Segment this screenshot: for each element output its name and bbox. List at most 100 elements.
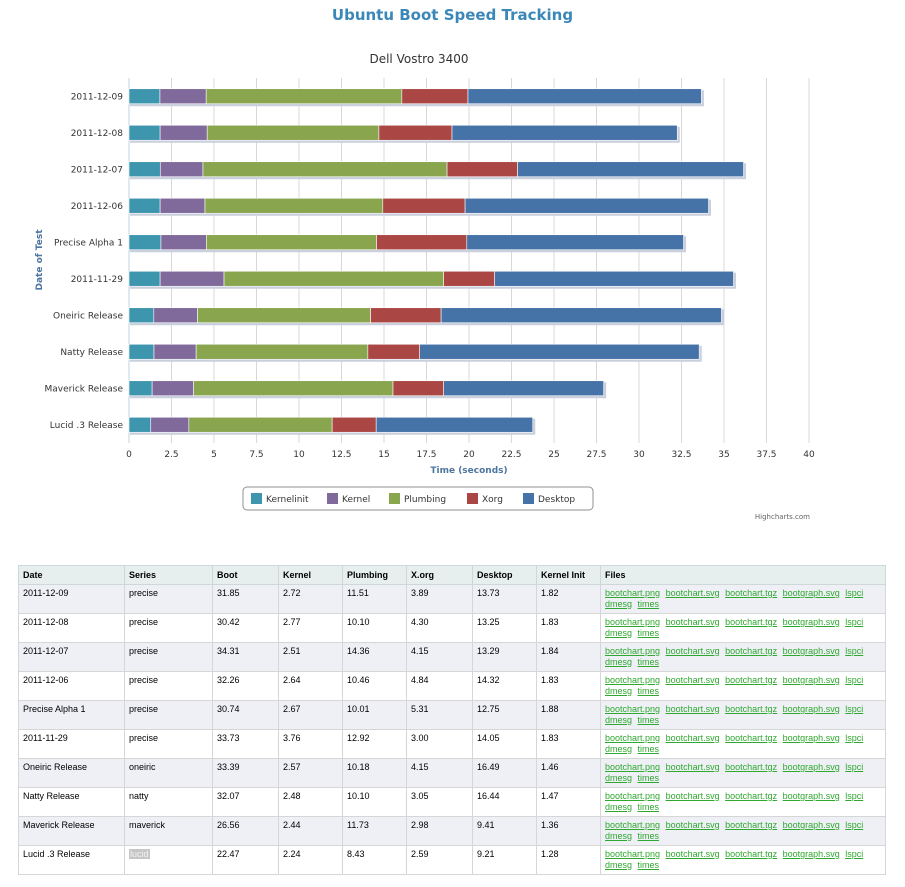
file-link-times[interactable]: times: [637, 831, 660, 841]
legend-item-plumbing[interactable]: Plumbing: [389, 493, 446, 505]
bar-desktop-3[interactable]: [464, 197, 709, 214]
legend-item-desktop[interactable]: Desktop: [523, 493, 575, 505]
bar-desktop-6[interactable]: [440, 307, 722, 324]
file-link-bootgraph-svg[interactable]: bootgraph.svg: [782, 704, 840, 714]
bar-plumbing-9[interactable]: [188, 416, 333, 433]
file-link-bootchart-svg[interactable]: bootchart.svg: [665, 849, 720, 859]
bar-xorg-0[interactable]: [401, 88, 469, 105]
file-link-times[interactable]: times: [637, 860, 660, 870]
file-link-bootchart-png[interactable]: bootchart.png: [605, 791, 661, 801]
bar-kernelinit-7[interactable]: [128, 343, 155, 360]
bar-xorg-7[interactable]: [367, 343, 421, 360]
bar-plumbing-2[interactable]: [202, 161, 448, 178]
bar-plumbing-1[interactable]: [206, 124, 380, 141]
file-link-bootchart-tgz[interactable]: bootchart.tgz: [725, 617, 778, 627]
bar-plumbing-5[interactable]: [223, 270, 444, 287]
file-link-bootgraph-svg[interactable]: bootgraph.svg: [782, 733, 840, 743]
file-link-bootgraph-svg[interactable]: bootgraph.svg: [782, 791, 840, 801]
file-link-dmesg[interactable]: dmesg: [605, 773, 633, 783]
file-link-bootchart-png[interactable]: bootchart.png: [605, 646, 661, 656]
file-link-bootchart-tgz[interactable]: bootchart.tgz: [725, 762, 778, 772]
bar-xorg-8[interactable]: [392, 380, 444, 397]
file-link-bootchart-svg[interactable]: bootchart.svg: [665, 617, 720, 627]
file-link-dmesg[interactable]: dmesg: [605, 744, 633, 754]
file-link-bootchart-png[interactable]: bootchart.png: [605, 820, 661, 830]
bar-kernelinit-9[interactable]: [128, 416, 152, 433]
bar-kernel-0[interactable]: [159, 88, 207, 105]
bar-kernel-6[interactable]: [153, 307, 198, 324]
file-link-bootgraph-svg[interactable]: bootgraph.svg: [782, 588, 840, 598]
bar-xorg-3[interactable]: [382, 197, 466, 214]
file-link-dmesg[interactable]: dmesg: [605, 599, 633, 609]
file-link-lspci[interactable]: lspci: [845, 617, 864, 627]
file-link-bootchart-tgz[interactable]: bootchart.tgz: [725, 849, 778, 859]
highcharts-credits[interactable]: Highcharts.com: [755, 513, 810, 521]
bar-desktop-8[interactable]: [443, 380, 604, 397]
file-link-bootchart-png[interactable]: bootchart.png: [605, 675, 661, 685]
file-link-dmesg[interactable]: dmesg: [605, 802, 633, 812]
file-link-bootchart-tgz[interactable]: bootchart.tgz: [725, 588, 778, 598]
bar-kernel-3[interactable]: [159, 197, 206, 214]
file-link-lspci[interactable]: lspci: [845, 849, 864, 859]
bar-kernel-8[interactable]: [151, 380, 194, 397]
file-link-dmesg[interactable]: dmesg: [605, 686, 633, 696]
file-link-bootchart-svg[interactable]: bootchart.svg: [665, 733, 720, 743]
bar-kernel-7[interactable]: [153, 343, 197, 360]
file-link-lspci[interactable]: lspci: [845, 588, 864, 598]
file-link-lspci[interactable]: lspci: [845, 820, 864, 830]
bar-kernel-2[interactable]: [159, 161, 204, 178]
bar-desktop-7[interactable]: [419, 343, 700, 360]
bar-plumbing-7[interactable]: [195, 343, 369, 360]
file-link-bootgraph-svg[interactable]: bootgraph.svg: [782, 617, 840, 627]
file-link-bootgraph-svg[interactable]: bootgraph.svg: [782, 675, 840, 685]
bar-kernelinit-5[interactable]: [128, 270, 161, 287]
bar-kernel-4[interactable]: [160, 234, 207, 251]
legend-item-kernelinit[interactable]: Kernelinit: [251, 493, 309, 505]
file-link-dmesg[interactable]: dmesg: [605, 831, 633, 841]
bar-desktop-0[interactable]: [467, 88, 702, 105]
file-link-bootchart-svg[interactable]: bootchart.svg: [665, 704, 720, 714]
bar-desktop-5[interactable]: [494, 270, 734, 287]
file-link-bootchart-png[interactable]: bootchart.png: [605, 588, 661, 598]
bar-plumbing-0[interactable]: [205, 88, 403, 105]
bar-xorg-9[interactable]: [331, 416, 377, 433]
bar-plumbing-8[interactable]: [193, 380, 394, 397]
file-link-bootchart-svg[interactable]: bootchart.svg: [665, 675, 720, 685]
bar-desktop-9[interactable]: [375, 416, 534, 433]
bar-kernel-1[interactable]: [159, 124, 208, 141]
file-link-bootchart-svg[interactable]: bootchart.svg: [665, 791, 720, 801]
file-link-bootchart-tgz[interactable]: bootchart.tgz: [725, 733, 778, 743]
bar-plumbing-6[interactable]: [197, 307, 371, 324]
file-link-bootchart-png[interactable]: bootchart.png: [605, 733, 661, 743]
bar-kernelinit-0[interactable]: [128, 88, 161, 105]
bar-desktop-2[interactable]: [517, 161, 744, 178]
bar-desktop-4[interactable]: [466, 234, 684, 251]
file-link-times[interactable]: times: [637, 599, 660, 609]
file-link-dmesg[interactable]: dmesg: [605, 657, 633, 667]
bar-kernelinit-4[interactable]: [128, 234, 162, 251]
file-link-lspci[interactable]: lspci: [845, 791, 864, 801]
file-link-bootchart-png[interactable]: bootchart.png: [605, 704, 661, 714]
file-link-times[interactable]: times: [637, 773, 660, 783]
file-link-times[interactable]: times: [637, 686, 660, 696]
file-link-bootgraph-svg[interactable]: bootgraph.svg: [782, 820, 840, 830]
bar-kernelinit-3[interactable]: [128, 197, 161, 214]
file-link-times[interactable]: times: [637, 715, 660, 725]
bar-plumbing-3[interactable]: [204, 197, 384, 214]
file-link-bootchart-png[interactable]: bootchart.png: [605, 849, 661, 859]
file-link-bootchart-png[interactable]: bootchart.png: [605, 617, 661, 627]
bar-xorg-5[interactable]: [443, 270, 495, 287]
file-link-lspci[interactable]: lspci: [845, 675, 864, 685]
bar-kernelinit-2[interactable]: [128, 161, 161, 178]
file-link-lspci[interactable]: lspci: [845, 646, 864, 656]
file-link-times[interactable]: times: [637, 802, 660, 812]
legend-item-xorg[interactable]: Xorg: [467, 493, 503, 505]
file-link-lspci[interactable]: lspci: [845, 733, 864, 743]
bar-kernelinit-8[interactable]: [128, 380, 153, 397]
file-link-lspci[interactable]: lspci: [845, 704, 864, 714]
file-link-bootgraph-svg[interactable]: bootgraph.svg: [782, 849, 840, 859]
bar-kernelinit-6[interactable]: [128, 307, 155, 324]
file-link-bootchart-png[interactable]: bootchart.png: [605, 762, 661, 772]
bar-xorg-6[interactable]: [370, 307, 442, 324]
file-link-bootchart-tgz[interactable]: bootchart.tgz: [725, 791, 778, 801]
